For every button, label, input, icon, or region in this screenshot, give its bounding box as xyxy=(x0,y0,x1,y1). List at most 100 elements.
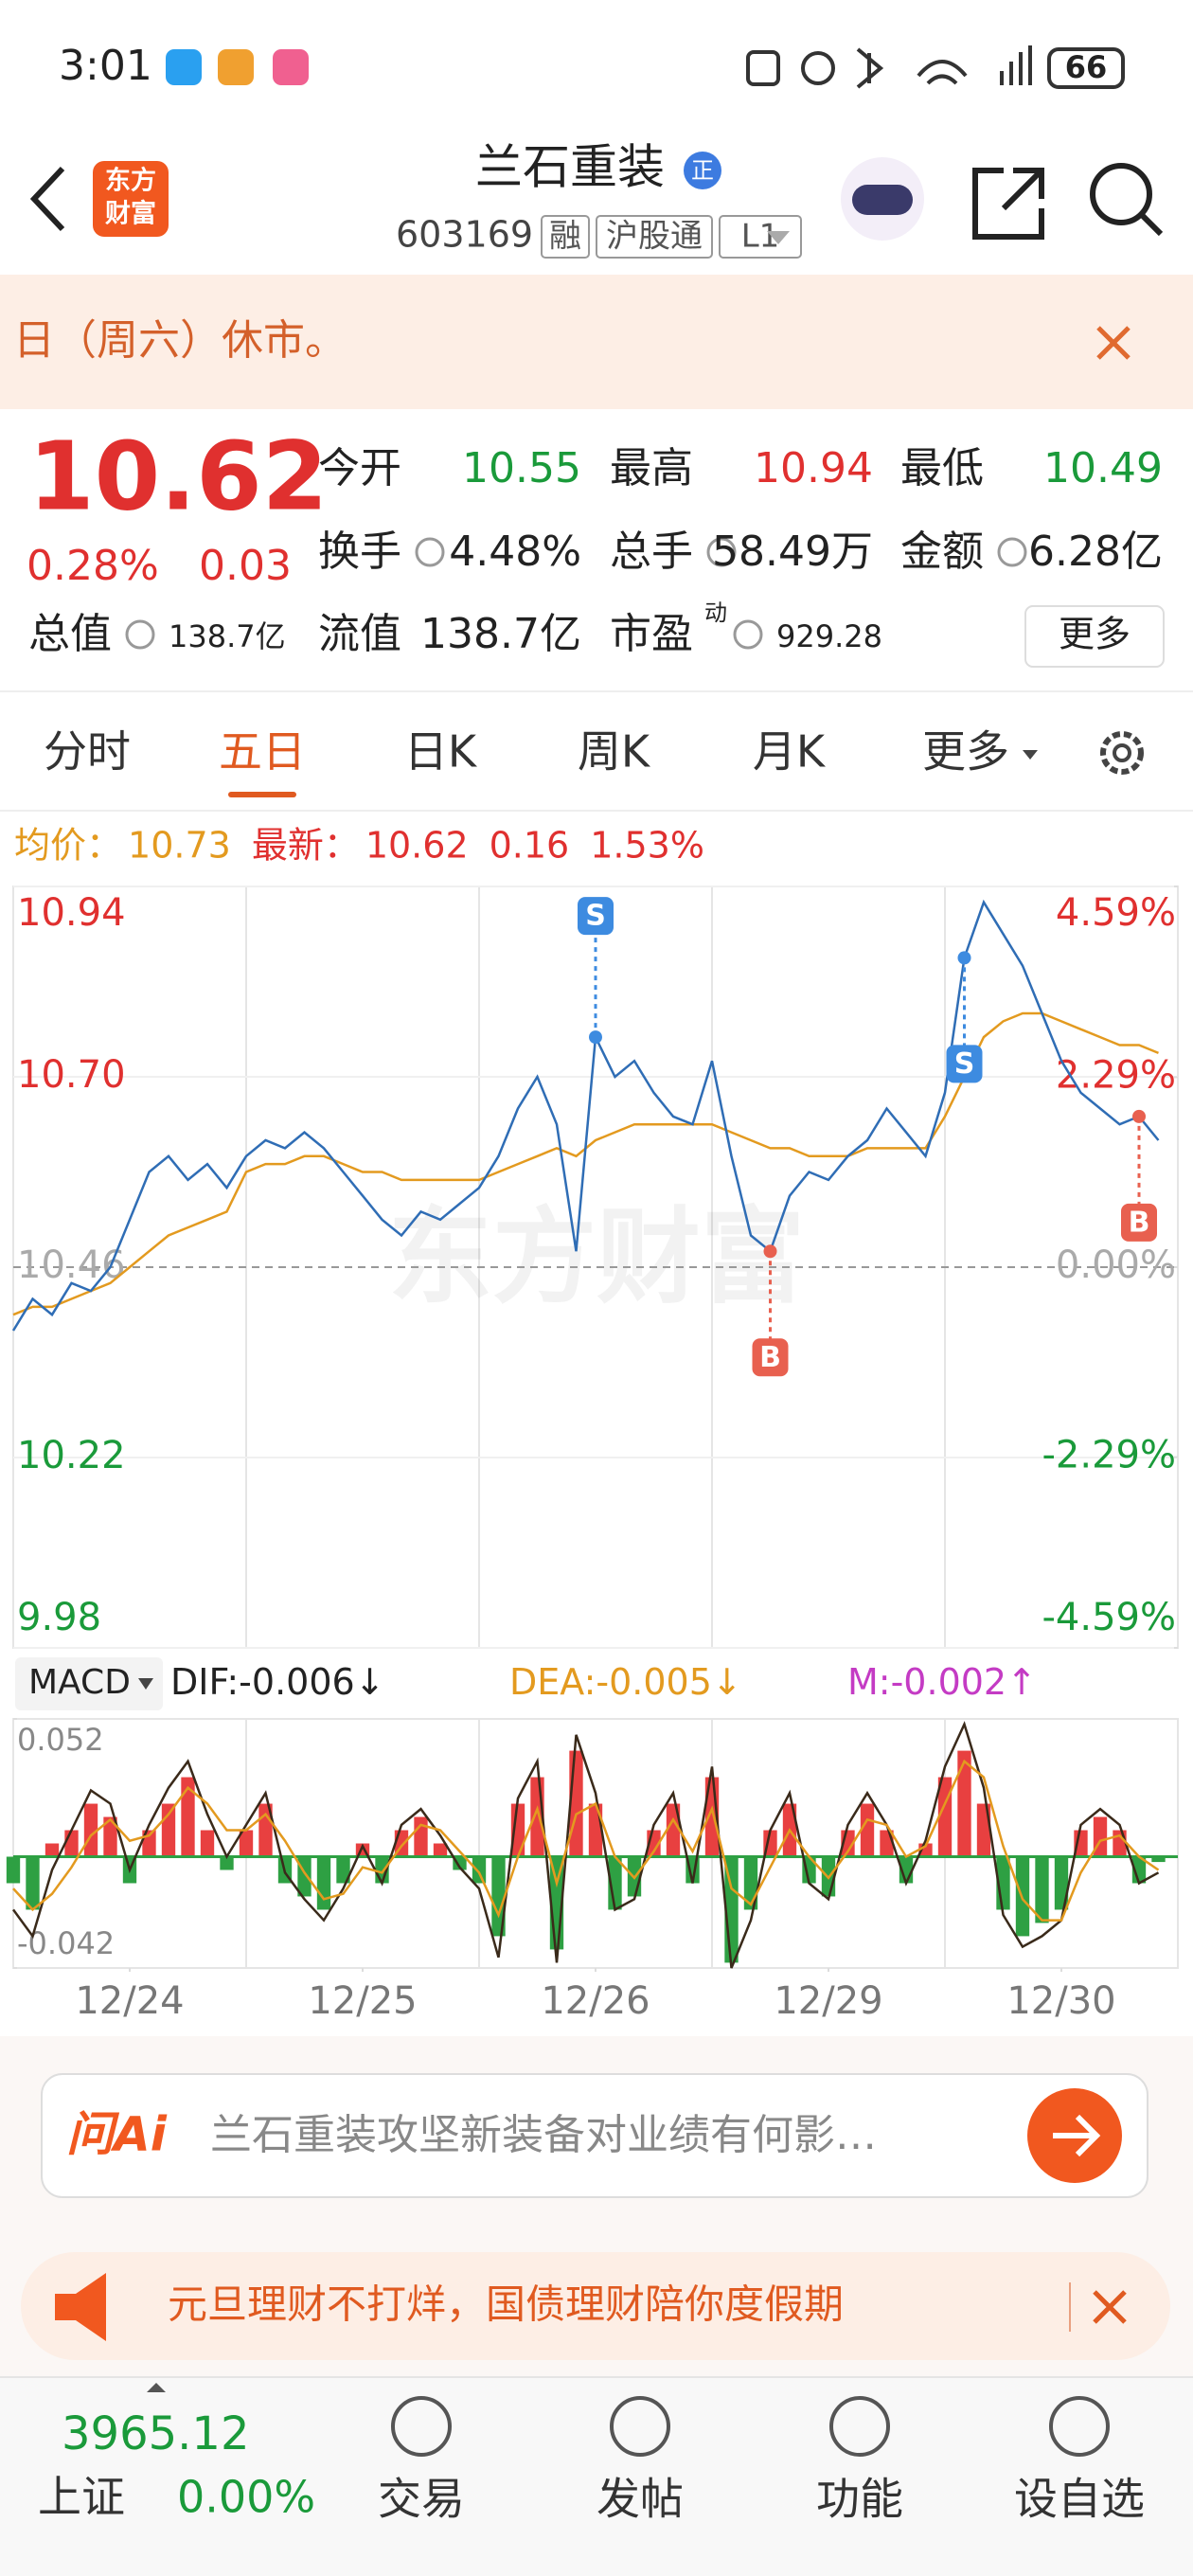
legend-value: :-0.002↑ xyxy=(879,1661,1037,1703)
field-value: 10.94 xyxy=(754,444,873,492)
nav-icon[interactable] xyxy=(829,2396,890,2457)
macd-bar xyxy=(860,1803,875,1857)
arrow-icon xyxy=(1053,2114,1101,2157)
x-tick-label: 12/25 xyxy=(308,1979,417,2023)
macd-bar xyxy=(1035,1856,1049,1923)
index-change[interactable]: 0.00% xyxy=(177,2472,315,2523)
notice-bar xyxy=(0,275,1193,409)
ai-placeholder[interactable]: 兰石重装攻坚新装备对业绩有何影… xyxy=(210,2111,877,2159)
macd-bar xyxy=(316,1856,331,1910)
share-button[interactable] xyxy=(972,168,1044,240)
x-tick-label: 12/30 xyxy=(1006,1979,1115,2023)
nav-label[interactable]: 发帖 xyxy=(596,2474,684,2525)
dropdown-arrow[interactable] xyxy=(767,231,790,244)
macd-bar xyxy=(45,1843,60,1857)
marker-badge[interactable] xyxy=(1121,1203,1157,1242)
search-button[interactable] xyxy=(1090,163,1152,225)
tab[interactable]: 五日 xyxy=(219,726,306,778)
tag-box xyxy=(719,215,802,259)
tags: 融沪股通 L1 xyxy=(541,215,802,259)
field-value: 10.55 xyxy=(462,444,581,492)
banner-text[interactable]: 元旦理财不打烊，国债理财陪你度假期 xyxy=(168,2281,844,2328)
status-time: 3:01 xyxy=(59,42,152,90)
marker-label[interactable]: B xyxy=(1129,1206,1150,1239)
nav-label[interactable]: 功能 xyxy=(816,2474,903,2525)
back-button[interactable] xyxy=(29,166,65,232)
info-icon[interactable] xyxy=(415,537,445,567)
macd-bar xyxy=(64,1830,79,1857)
nav-label[interactable]: 交易 xyxy=(378,2474,465,2525)
marker-dot xyxy=(1132,1109,1146,1123)
marker-badge[interactable] xyxy=(946,1045,983,1083)
badge-text: 正 xyxy=(691,157,714,184)
nav-icon[interactable] xyxy=(391,2396,452,2457)
field-label: 流值 xyxy=(318,610,401,658)
legend-name: DIF xyxy=(170,1661,227,1703)
notice-close[interactable] xyxy=(1096,326,1131,360)
notice-text: 日（周六）休市。 xyxy=(13,316,347,365)
indicator-name[interactable]: MACD xyxy=(28,1663,131,1702)
index-name[interactable]: 上证 xyxy=(38,2472,125,2523)
app-icon xyxy=(218,49,254,85)
info-icon[interactable] xyxy=(733,619,763,650)
marker-label[interactable]: B xyxy=(759,1341,781,1374)
y-tick-label: -0.042 xyxy=(17,1925,115,1961)
settings-center xyxy=(1113,743,1131,762)
marker-dot xyxy=(763,1244,777,1259)
tab-arrow xyxy=(1023,750,1038,760)
logo-text: 财富 xyxy=(105,199,156,229)
field-value: 929.28 xyxy=(776,618,882,654)
settings-button[interactable] xyxy=(1100,731,1144,775)
tab[interactable]: 分时 xyxy=(44,726,131,778)
megaphone-icon xyxy=(55,2273,106,2341)
tag-box xyxy=(541,215,590,259)
tab[interactable]: 更多 xyxy=(922,726,1009,778)
change-pct: 0.28% xyxy=(27,542,159,590)
banner-close[interactable] xyxy=(1093,2290,1127,2324)
bottom-nav xyxy=(0,2377,1193,2576)
macd-bar xyxy=(491,1856,506,1937)
macd-bar xyxy=(433,1843,448,1857)
promo-banner[interactable] xyxy=(21,2252,1170,2360)
field-value: 138.7亿 xyxy=(420,610,581,658)
logo xyxy=(93,161,169,237)
indicator-selector[interactable] xyxy=(15,1657,163,1710)
field-label: 市盈 xyxy=(610,610,693,658)
marker-badge[interactable] xyxy=(578,897,614,936)
nav-icon[interactable] xyxy=(610,2396,670,2457)
macd-bar xyxy=(220,1856,234,1870)
legend-name: 均价： xyxy=(14,825,122,867)
legend-change-pct: 1.53% xyxy=(590,825,704,867)
more-button-text[interactable]: 更多 xyxy=(1059,614,1131,655)
legend-latest: 10.62 xyxy=(365,825,469,867)
info-icon[interactable] xyxy=(125,619,155,650)
marker-badge[interactable] xyxy=(752,1338,789,1377)
y-tick-label: 10.22 xyxy=(17,1434,126,1477)
y2-tick-label: 4.59% xyxy=(1056,891,1176,935)
index-value[interactable]: 3965.12 xyxy=(62,2407,250,2460)
nav-icon[interactable] xyxy=(1049,2396,1110,2457)
tag-box xyxy=(596,215,713,259)
app-icon xyxy=(166,49,202,85)
chart-legend: 均价： 10.73 最新： 10.62 0.16 1.53% xyxy=(14,825,704,867)
nav-label[interactable]: 设自选 xyxy=(1014,2474,1145,2525)
macd-bar xyxy=(1054,1856,1069,1910)
info-icon[interactable] xyxy=(997,537,1027,567)
info-icon[interactable] xyxy=(706,537,737,567)
expand-arrow[interactable] xyxy=(147,2383,166,2392)
tab[interactable]: 日K xyxy=(404,726,478,778)
ai-search-box[interactable] xyxy=(41,2073,1148,2198)
tab[interactable]: 月K xyxy=(753,726,827,778)
field-value: 4.48% xyxy=(449,528,581,576)
macd-bar xyxy=(414,1816,428,1857)
more-button[interactable] xyxy=(1024,605,1165,668)
macd-bar xyxy=(957,1750,971,1857)
marker-label[interactable]: S xyxy=(585,900,606,933)
y2-tick-label: 2.29% xyxy=(1056,1053,1176,1097)
selector-arrow xyxy=(138,1678,153,1690)
marker-label[interactable]: S xyxy=(954,1047,975,1081)
macd-bar xyxy=(6,1856,21,1884)
tab[interactable]: 周K xyxy=(578,726,651,778)
stock-name: 兰石重装 xyxy=(475,140,665,195)
